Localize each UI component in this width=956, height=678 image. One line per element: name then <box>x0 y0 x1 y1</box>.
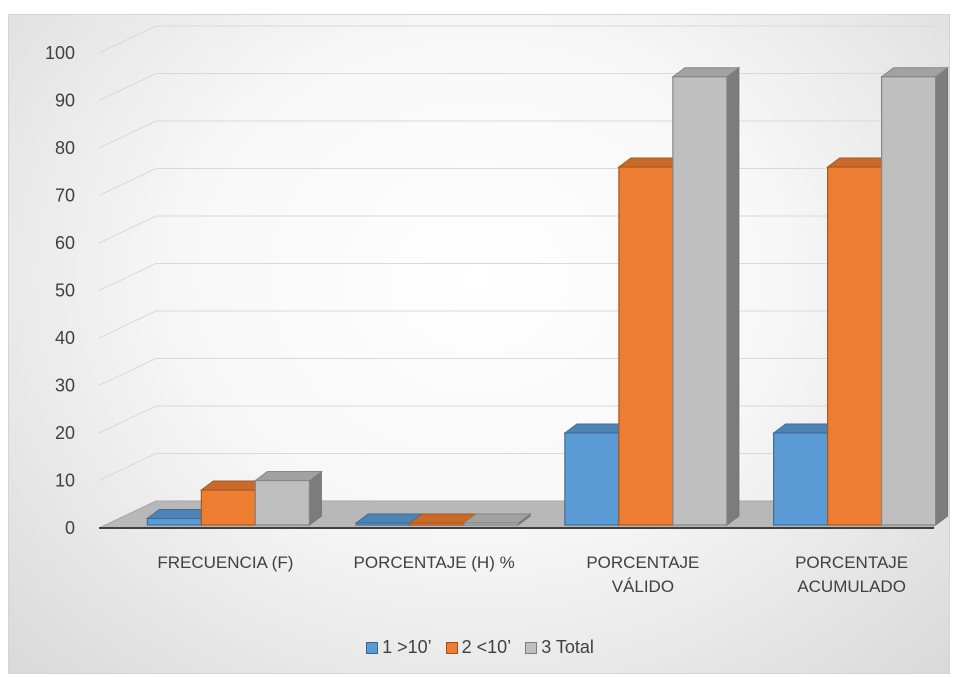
bar-top <box>671 67 741 78</box>
bar <box>881 76 937 526</box>
bar <box>463 522 519 526</box>
gridline <box>98 405 157 434</box>
x-tick-label: PORCENTAJE <box>586 553 699 572</box>
bar-side <box>935 66 949 526</box>
y-tick-label: 20 <box>55 423 75 443</box>
gridline <box>98 120 157 149</box>
bar-top <box>462 513 532 524</box>
gridline <box>98 453 157 481</box>
gridline <box>98 73 157 101</box>
y-tick-label: 0 <box>65 518 75 538</box>
legend: 1 >10’ 2 <10’ 3 Total <box>9 637 951 658</box>
bar-side <box>726 66 740 526</box>
bar <box>409 522 465 526</box>
legend-swatch <box>366 641 379 654</box>
y-tick-label: 30 <box>55 376 75 396</box>
x-tick-label: ACUMULADO <box>797 577 906 596</box>
bar <box>146 517 202 526</box>
chart-area: 0 10 20 30 40 50 60 70 80 90 100 FRECUENCIA (F) PORC… <box>8 14 950 674</box>
legend-label: 2 <10’ <box>461 637 512 657</box>
legend-swatch <box>525 641 538 654</box>
x-tick-label: PORCENTAJE <box>795 553 908 572</box>
plot-area: 0 10 20 30 40 50 60 70 80 90 100 FRECUENCIA (F) PORC… <box>45 25 950 596</box>
gridline <box>98 263 157 291</box>
legend-label: 1 >10’ <box>382 637 432 657</box>
legend-swatch <box>445 641 458 654</box>
bar-top <box>253 471 323 481</box>
legend-item: 1 >10’ <box>366 637 432 658</box>
x-tick-label: PORCENTAJE (H) % <box>354 553 515 572</box>
legend-item: 3 Total <box>525 637 594 658</box>
y-tick-label: 70 <box>55 186 75 206</box>
legend-item: 2 <10’ <box>445 637 512 658</box>
x-tick-label: FRECUENCIA (F) <box>157 553 293 572</box>
y-tick-label: 50 <box>55 281 75 301</box>
legend-label: 3 Total <box>541 637 594 657</box>
y-tick-label: 10 <box>55 471 75 491</box>
gridline <box>98 168 157 196</box>
bar <box>564 432 620 526</box>
y-tick-label: 60 <box>55 233 75 253</box>
gridline <box>98 358 157 386</box>
gridline <box>98 310 157 339</box>
bar <box>618 166 674 526</box>
bar <box>355 522 411 526</box>
bar-top <box>880 67 950 78</box>
bar <box>254 479 310 526</box>
bar <box>827 166 883 526</box>
gridline <box>98 215 157 244</box>
y-tick-label: 90 <box>55 91 75 111</box>
gridline <box>98 25 157 54</box>
bar <box>200 489 256 526</box>
y-tick-label: 100 <box>45 43 75 63</box>
y-tick-label: 40 <box>55 328 75 348</box>
bar <box>672 76 728 526</box>
y-tick-label: 80 <box>55 138 75 158</box>
bar <box>773 432 829 526</box>
x-tick-label: VÁLIDO <box>612 577 674 596</box>
